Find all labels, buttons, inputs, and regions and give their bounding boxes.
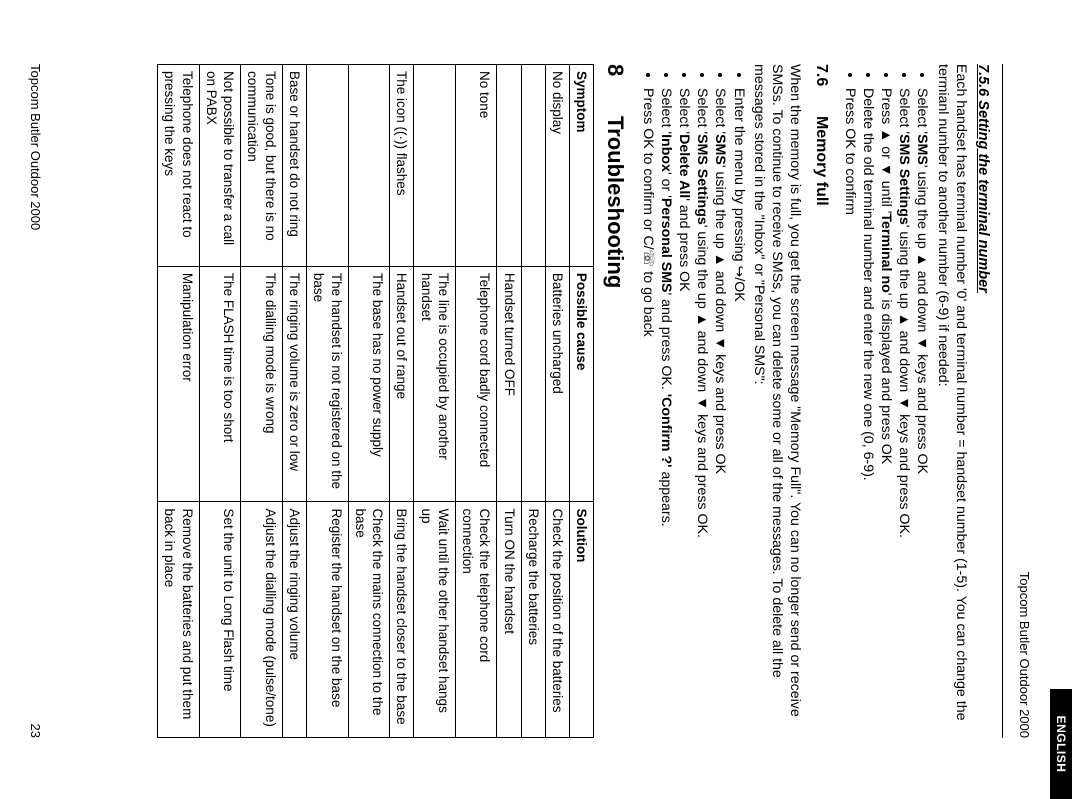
table-cell: Manipulation error [158,266,200,502]
table-cell: Telephone cord badly connected [455,266,497,502]
table-cell: Telephone does not react to pressing the… [158,65,200,267]
table-row: The handset is not registered on the bas… [307,65,349,738]
table-cell [414,65,456,267]
bullet-item: Select 'Inbox' or 'Personal SMS' and pre… [657,88,675,738]
header-product-name: Topcom Butler Outdoor 2000 [1015,64,1032,738]
table-cell: No display [545,65,569,267]
table-cell: Remove the batteries and put them back i… [158,502,200,738]
table-cell [521,65,545,267]
section-76-bullets: Enter the menu by pressing ↪/OKSelect 'S… [639,88,748,738]
bullet-item: Delete the old terminal number and enter… [859,88,877,738]
bullet-item: Press OK to confirm [841,88,859,738]
bullet-item: Select 'SMS Settings' using the up ▲ and… [693,88,711,738]
table-header: Symptom [570,65,594,267]
table-cell: Check the position of the batteries [545,502,569,738]
footer-product-name: Topcom Butler Outdoor 2000 [26,64,43,230]
table-cell: Adjust the ringing volume [282,502,306,738]
bullet-item: Select 'SMS' using the up ▲ and down ▼ k… [711,88,729,738]
table-cell: Tone is good, but there is no communicat… [241,65,283,267]
table-header: Possible cause [570,266,594,502]
section-756-heading: 7.5.6 Setting the terminal number [974,64,993,738]
table-row: Recharge the batteries [521,65,545,738]
table-cell: The FLASH time is too short [199,266,241,502]
table-cell: Register the handset on the base [307,502,349,738]
bullet-item: Press ▲ or ▼ until 'Terminal no' is disp… [877,88,895,738]
table-cell: Not possible to transfer a call on PABX [199,65,241,267]
table-cell: The dialling mode is wrong [241,266,283,502]
section-76-title: Memory full [813,116,830,206]
table-cell: The ringing volume is zero or low [282,266,306,502]
page-footer: Topcom Butler Outdoor 2000 23 [26,64,43,738]
section-8-title: Troubleshooting [603,116,628,288]
table-cell: Handset out of range [390,266,414,502]
table-row: Not possible to transfer a call on PABXT… [199,65,241,738]
table-cell: Check the mains connection to the base [348,502,390,738]
table-cell: Bring the handset closer to the base [390,502,414,738]
language-tab: ENGLISH [1050,689,1072,799]
table-row: Handset turned OFFTurn ON the handset [497,65,521,738]
table-row: Tone is good, but there is no communicat… [241,65,283,738]
table-row: The icon ((·)) flashesHandset out of ran… [390,65,414,738]
header-rule [1002,64,1003,738]
table-cell: Turn ON the handset [497,502,521,738]
table-cell [307,65,349,267]
table-row: Telephone does not react to pressing the… [158,65,200,738]
table-row: No displayBatteries unchargedCheck the p… [545,65,569,738]
table-cell: Set the unit to Long Flash time [199,502,241,738]
table-cell: Recharge the batteries [521,502,545,738]
section-76-header: 7.6 Memory full [810,64,830,738]
page-number: 23 [26,724,43,738]
troubleshoot-table: SymptomPossible causeSolutionNo displayB… [157,64,594,738]
section-756-bullets: Select 'SMS' using the up ▲ and down ▼ k… [841,88,932,738]
table-header: Solution [570,502,594,738]
bullet-item: Select 'SMS' using the up ▲ and down ▼ k… [913,88,931,738]
section-8-header: 8 Troubleshooting [600,64,628,738]
table-cell: Check the telephone cord connection [455,502,497,738]
table-cell [521,266,545,502]
section-76-intro: When the memory is full, you get the scr… [750,64,805,738]
table-cell: The base has no power supply [348,266,390,502]
page-portrait: ENGLISH Topcom Butler Outdoor 2000 7.5.6… [0,0,1080,798]
section-8-number: 8 [600,64,628,112]
table-cell: Batteries uncharged [545,266,569,502]
table-cell: The icon ((·)) flashes [390,65,414,267]
bullet-item: Select 'SMS Settings' using the up ▲ and… [895,88,913,738]
table-cell [497,65,521,267]
table-row: The line is occupied by another handsetW… [414,65,456,738]
table-cell: Adjust the dialling mode (pulse/tone) [241,502,283,738]
table-cell: The line is occupied by another handset [414,266,456,502]
table-cell: The handset is not registered on the bas… [307,266,349,502]
table-cell: Wait until the other handset hangs up [414,502,456,738]
section-756-intro: Each handset has terminal number '0' and… [933,64,969,738]
table-cell: Handset turned OFF [497,266,521,502]
bullet-item: Press OK to confirm or C/☏ to go back [639,88,657,738]
table-row: Base or handset do not ringThe ringing v… [282,65,306,738]
table-row: No toneTelephone cord badly connectedChe… [455,65,497,738]
table-cell: No tone [455,65,497,267]
table-cell [348,65,390,267]
section-76-number: 7.6 [810,64,830,112]
table-row: The base has no power supplyCheck the ma… [348,65,390,738]
table-cell: Base or handset do not ring [282,65,306,267]
bullet-item: Select 'Delete All' and press OK [675,88,693,738]
bullet-item: Enter the menu by pressing ↪/OK [729,88,747,738]
